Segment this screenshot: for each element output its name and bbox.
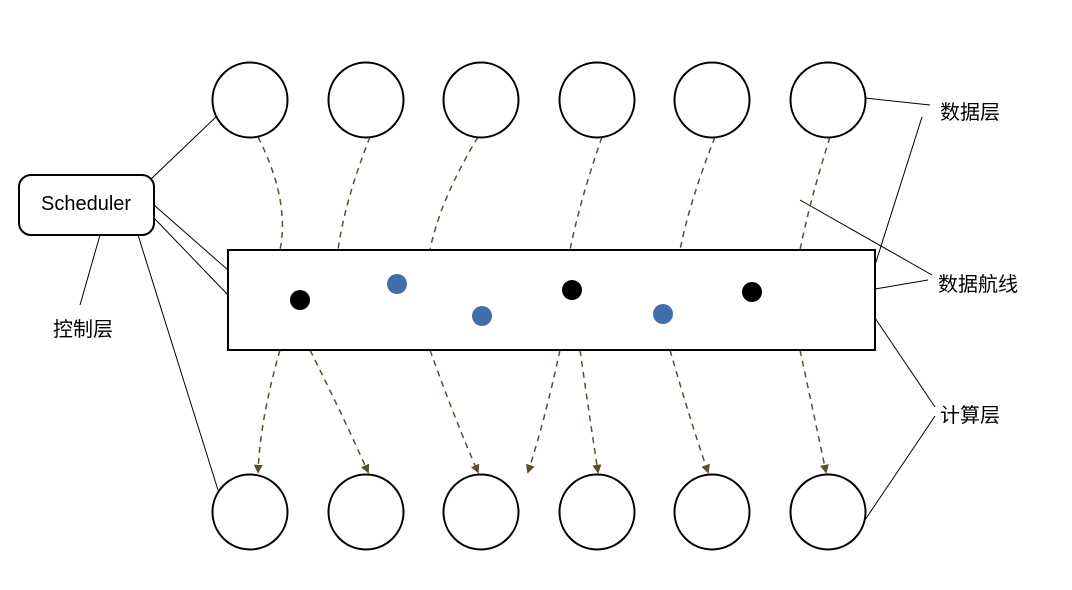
bus-dot-0 bbox=[290, 290, 310, 310]
label-control-layer: 控制层 bbox=[53, 313, 113, 342]
dashed-top-2 bbox=[430, 137, 478, 250]
bus-dot-5 bbox=[742, 282, 762, 302]
label-data-route: 数据航线 bbox=[938, 268, 1018, 297]
label-data-layer: 数据层 bbox=[940, 96, 1000, 125]
dashed-top-4 bbox=[680, 137, 715, 250]
bottom-circle-3 bbox=[560, 475, 635, 550]
top-circle-5 bbox=[791, 63, 866, 138]
dashed-bottom-5 bbox=[670, 350, 708, 472]
diagram-svg bbox=[0, 0, 1072, 590]
bus-dot-4 bbox=[653, 304, 673, 324]
dashed-bottom-2 bbox=[430, 350, 478, 472]
right-callout-line-0 bbox=[865, 98, 930, 105]
dashed-bottom-4 bbox=[580, 350, 598, 472]
bus-dot-1 bbox=[387, 274, 407, 294]
scheduler-line-3 bbox=[80, 235, 100, 305]
diagram-stage: Scheduler 控制层 数据层 数据航线 计算层 bbox=[0, 0, 1072, 590]
bus-dot-2 bbox=[472, 306, 492, 326]
right-callout-line-1 bbox=[875, 280, 928, 289]
scheduler-label: Scheduler bbox=[41, 193, 131, 216]
dashed-top-1 bbox=[338, 137, 370, 250]
bus-rect bbox=[228, 250, 875, 350]
top-circle-2 bbox=[444, 63, 519, 138]
top-circle-3 bbox=[560, 63, 635, 138]
scheduler-line-4 bbox=[138, 235, 218, 490]
dashed-top-0 bbox=[258, 137, 282, 250]
top-circle-0 bbox=[213, 63, 288, 138]
dashed-top-3 bbox=[570, 137, 602, 250]
scheduler-line-0 bbox=[150, 115, 218, 180]
bottom-circle-5 bbox=[791, 475, 866, 550]
dashed-top-5 bbox=[800, 137, 830, 250]
dashed-bottom-1 bbox=[310, 350, 368, 472]
top-circle-4 bbox=[675, 63, 750, 138]
bus-dot-3 bbox=[562, 280, 582, 300]
dashed-bottom-0 bbox=[258, 350, 280, 472]
bottom-circle-0 bbox=[213, 475, 288, 550]
bottom-circle-2 bbox=[444, 475, 519, 550]
right-callout-line-5 bbox=[875, 117, 922, 265]
top-circle-1 bbox=[329, 63, 404, 138]
right-callout-line-4 bbox=[875, 318, 935, 407]
right-callout-line-2 bbox=[865, 416, 935, 520]
dashed-bottom-3 bbox=[528, 350, 560, 472]
bottom-circle-4 bbox=[675, 475, 750, 550]
label-compute-layer: 计算层 bbox=[940, 399, 1000, 428]
scheduler-line-1 bbox=[154, 205, 228, 270]
scheduler-line-2 bbox=[154, 218, 228, 295]
bottom-circle-1 bbox=[329, 475, 404, 550]
dashed-bottom-6 bbox=[800, 350, 826, 472]
